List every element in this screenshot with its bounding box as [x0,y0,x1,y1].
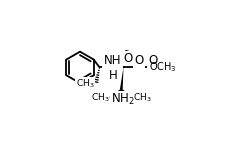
Text: O: O [148,54,157,67]
Text: OCH$_3$: OCH$_3$ [149,60,176,74]
Text: CH$_3$: CH$_3$ [76,77,95,90]
Text: CH$_3$: CH$_3$ [91,91,110,103]
Text: CH$_3$: CH$_3$ [133,91,152,103]
Text: H: H [109,69,117,82]
Text: NH: NH [104,54,121,67]
Text: O: O [123,52,133,65]
Text: NH$_2$: NH$_2$ [111,92,135,107]
Polygon shape [120,67,124,90]
Text: O: O [134,54,143,67]
